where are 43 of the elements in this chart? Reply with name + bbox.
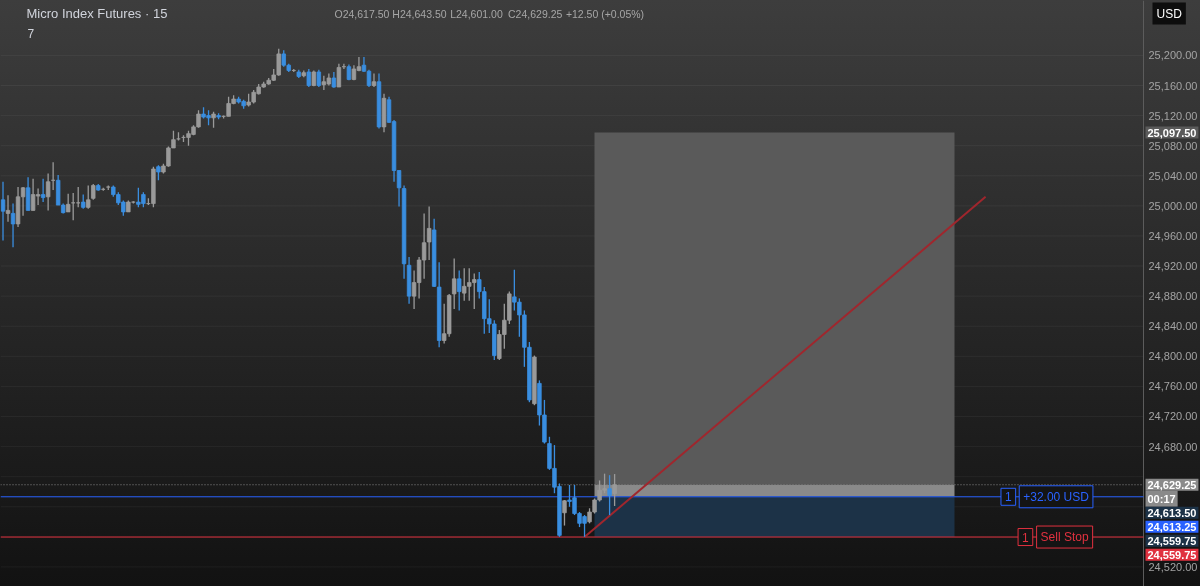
y-tick-label: 24,760.00 — [1148, 380, 1198, 393]
y-tick-label: 24,960.00 — [1148, 229, 1198, 242]
candlestick — [612, 473, 617, 507]
annotation: H24,643.50 — [392, 7, 447, 20]
text: 24,629.25 00:17 — [1147, 478, 1197, 505]
candlestick — [151, 166, 156, 209]
y-tick-label: 24,920.00 — [1148, 260, 1198, 273]
candlestick — [451, 257, 457, 310]
candlestick — [607, 474, 612, 516]
y-tick-label: 24,880.00 — [1148, 290, 1198, 303]
y-tick-label: 24,680.00 — [1148, 440, 1198, 453]
y-tick-label: 24,520.00 — [1148, 560, 1198, 573]
candlestick — [70, 192, 76, 221]
text: 24,613.50 — [1147, 506, 1197, 519]
candlestick — [446, 293, 452, 338]
y-tick-label: 24,800.00 — [1148, 350, 1198, 363]
y-tick-label: 25,080.00 — [1148, 139, 1198, 152]
y-tick-label: 25,000.00 — [1148, 199, 1198, 212]
y-tick-label: 25,160.00 — [1148, 79, 1198, 92]
candlestick — [562, 499, 567, 527]
text: Micro Index Futures · 15 — [26, 6, 168, 21]
candlestick — [457, 269, 462, 312]
candlestick — [532, 354, 537, 406]
ref-line-label: 1 Sell Stop — [1022, 530, 1089, 545]
y-tick-label: 24,720.00 — [1148, 410, 1198, 423]
annotation: +12.50 (+0.05%) — [565, 7, 645, 20]
candlestick — [86, 184, 91, 210]
candlestick — [65, 193, 71, 213]
y-tick-label: 25,040.00 — [1148, 169, 1198, 182]
candlestick — [306, 68, 312, 88]
y-tick-label: 24,840.00 — [1148, 320, 1198, 333]
text: 24,613.25 — [1147, 520, 1197, 533]
annotation: 7 — [27, 27, 35, 41]
annotation: O24,617.50 — [334, 7, 390, 20]
text: 25,097.50 — [1147, 126, 1197, 139]
annotation: C24,629.25 — [508, 7, 563, 20]
y-tick-label: 25,200.00 — [1148, 49, 1198, 62]
text: 24,559.75 — [1147, 534, 1197, 547]
text: USD — [1156, 6, 1183, 21]
text: 24,559.75 — [1147, 548, 1197, 561]
ref-line-label: 1 +32.00 USD — [1004, 489, 1090, 505]
y-tick-label: 25,120.00 — [1148, 109, 1198, 122]
annotation: L24,601.00 — [450, 7, 503, 20]
